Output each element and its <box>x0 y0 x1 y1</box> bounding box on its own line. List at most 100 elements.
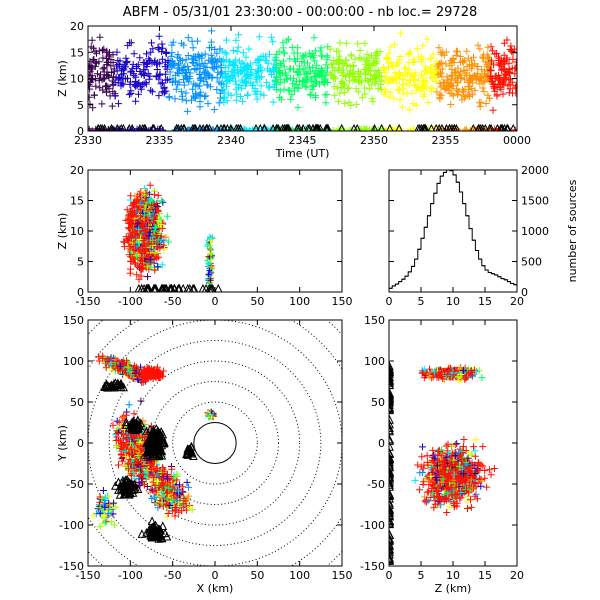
time-height-point <box>351 75 359 83</box>
ground-stroke-marker <box>446 123 454 131</box>
time-height-point <box>283 75 291 83</box>
time-height-point <box>340 59 348 67</box>
x-z-point <box>151 227 159 235</box>
time-height-point <box>174 69 181 77</box>
time-height-point <box>366 85 374 93</box>
ground-stroke-marker <box>188 283 198 292</box>
x-z-point <box>153 254 161 262</box>
time-height-point <box>196 75 204 83</box>
z-y-point <box>423 496 430 504</box>
time-height-point <box>276 79 284 87</box>
x-y-point <box>122 434 130 442</box>
time-height-point <box>264 59 272 67</box>
time-height-point <box>512 89 517 97</box>
x-z-point <box>205 271 212 278</box>
time-height-point <box>184 52 192 59</box>
z-y-point <box>420 464 428 472</box>
time-height-point <box>88 76 96 84</box>
time-height-point <box>88 100 94 108</box>
time-height-point <box>411 81 419 89</box>
z-y-point <box>450 482 458 490</box>
ground-stroke-marker <box>154 530 164 540</box>
time-height-point <box>167 60 174 68</box>
x-y-point <box>183 478 191 486</box>
time-height-point <box>476 80 484 88</box>
ground-stroke-marker <box>141 123 149 131</box>
x-y-point <box>117 450 125 458</box>
time-height-point <box>505 89 513 97</box>
ground-stroke-marker <box>183 448 193 457</box>
time-height-point <box>281 49 289 57</box>
time-height-point <box>313 78 320 86</box>
x-y-point <box>136 471 144 479</box>
time-height-point <box>237 93 244 100</box>
time-height-point <box>311 80 319 88</box>
time-height-point <box>277 61 285 69</box>
time-height-point <box>396 53 404 60</box>
time-height-point <box>478 53 486 61</box>
time-height-point <box>455 72 463 80</box>
ground-stroke-marker <box>232 123 240 131</box>
time-height-point <box>417 71 425 79</box>
time-height-point <box>415 53 422 61</box>
ground-stroke-marker <box>395 123 403 131</box>
ground-stroke-marker <box>148 425 158 434</box>
time-height-point <box>372 60 380 68</box>
time-height-point <box>183 107 191 115</box>
time-height-point <box>433 88 441 96</box>
x-z-point <box>153 200 161 207</box>
ground-stroke-marker <box>370 123 379 131</box>
time-height-point <box>389 63 397 70</box>
time-height-point <box>387 43 395 51</box>
time-height-point <box>465 93 473 100</box>
time-height-point <box>340 80 348 88</box>
time-height-point <box>239 98 246 105</box>
x-z-point <box>144 273 152 281</box>
time-height-point <box>323 53 331 61</box>
time-height-point <box>95 58 103 66</box>
x-y-point <box>95 502 103 510</box>
time-height-point <box>422 79 430 87</box>
ground-stroke-marker <box>127 481 137 490</box>
time-height-point <box>447 101 455 108</box>
ground-stroke-marker <box>127 478 136 488</box>
time-height-point <box>197 88 205 96</box>
time-height-point <box>458 96 466 104</box>
time-height-point <box>367 71 375 79</box>
x-y-point <box>130 410 138 418</box>
time-height-point <box>441 85 449 93</box>
ground-stroke-marker <box>207 283 216 292</box>
ground-stroke-marker <box>323 123 331 131</box>
time-height-point <box>233 48 241 56</box>
ground-stroke-marker <box>283 123 291 131</box>
z-y-point <box>424 497 432 505</box>
time-height-point <box>289 80 297 88</box>
time-height-point <box>463 47 471 55</box>
time-height-point <box>290 49 298 57</box>
time-height-point <box>122 54 130 62</box>
time-height-point <box>429 64 437 72</box>
time-height-point <box>179 64 187 72</box>
time-height-point <box>232 56 240 64</box>
time-height-point <box>135 90 142 98</box>
x-y-point <box>148 486 156 494</box>
time-height-point <box>141 59 149 67</box>
time-height-point <box>482 100 490 107</box>
ground-stroke-marker <box>481 123 489 131</box>
time-height-point <box>288 91 296 99</box>
time-height-point <box>385 93 393 101</box>
time-height-point <box>500 39 508 47</box>
time-height-point <box>191 53 199 61</box>
time-height-point <box>232 36 240 44</box>
ground-stroke-marker <box>386 123 394 131</box>
time-height-point <box>132 81 140 89</box>
time-height-point <box>182 56 190 64</box>
x-z-point <box>146 249 154 257</box>
time-height-point <box>128 67 136 75</box>
time-height-point <box>505 59 513 67</box>
ground-stroke-marker <box>125 123 133 131</box>
ground-stroke-marker <box>314 123 322 131</box>
histogram-step-line <box>388 169 518 292</box>
time-height-point <box>438 73 446 81</box>
ground-stroke-marker <box>427 123 435 131</box>
